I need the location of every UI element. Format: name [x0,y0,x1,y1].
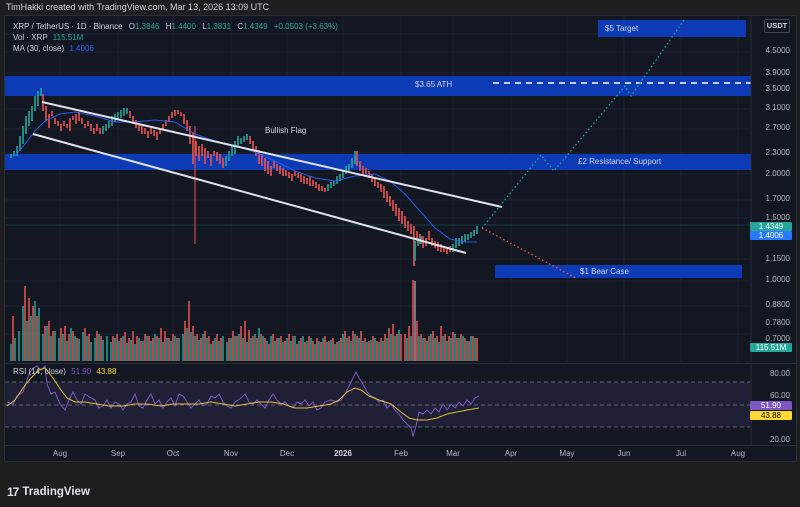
rsi-ma-value: 43.88 [96,367,117,376]
volume-row: Vol · XRP 115.51M [13,32,338,43]
rsi-legend: RSI (14, close) 51.90 43.88 [13,367,116,376]
price-tick: 1.0000 [765,275,790,284]
target-label[interactable]: $5 Target [605,24,639,33]
time-tick: Oct [166,449,180,458]
chart-frame[interactable]: XRP / TetherUS · 1D · Binance O1.3846 H1… [4,15,797,462]
price-grid [5,16,750,362]
resistance-zone [5,154,751,170]
time-tick: Sep [110,449,126,458]
time-tick: Mar [446,449,460,458]
price-pane[interactable]: XRP / TetherUS · 1D · Binance O1.3846 H1… [5,16,797,362]
rsi-pane[interactable]: RSI (14, close) 51.90 43.88 80.00 60.00 … [5,363,797,446]
price-tick: 3.5000 [765,84,790,93]
price-tick: 0.7800 [765,318,790,327]
volume-bars [10,280,478,361]
open-value: 1.3846 [135,22,160,31]
close-value: 1.4349 [243,22,268,31]
channel-upper-line [41,101,503,208]
ath-zone [5,76,751,96]
price-tick: 2.0000 [765,169,790,178]
rsi-chart-canvas[interactable] [5,364,797,446]
time-tick: May [559,449,575,458]
price-tick: 2.3000 [765,148,790,157]
rsi-tick: 80.00 [769,369,790,378]
brand-name: TradingView [22,486,90,498]
bear-case-label[interactable]: $1 Bear Case [580,267,629,276]
ma-row: MA (30, close) 1.4006 [13,43,338,54]
high-value: 1.4400 [171,22,196,31]
rsi-band-fill [5,382,750,427]
rsi-ma-tag: 43.88 [750,411,792,420]
target-zone [598,20,746,37]
tradingview-logo-icon: 17 [7,485,19,499]
low-value: 1.3831 [206,22,232,31]
rsi-tag: 51.90 [750,401,792,410]
price-tick: 1.1500 [765,254,790,263]
rsi-value: 51.90 [71,367,92,376]
resistance-label[interactable]: £2 Resistance/ Support [578,157,662,166]
chart-legend: XRP / TetherUS · 1D · Binance O1.3846 H1… [13,21,338,54]
price-tick: 0.7000 [765,334,790,343]
volume-value: 115.51M [52,33,84,42]
change-value: +0.0503 (+3.63%) [273,22,338,31]
bullish-flag-label[interactable]: Bullish Flag [265,126,307,135]
time-tick: Nov [223,449,239,458]
time-tick: Aug [730,449,746,458]
symbol-label[interactable]: XRP / TetherUS · 1D · Binance [13,22,123,31]
ma-label[interactable]: MA (30, close) [13,44,65,53]
time-tick: Apr [504,449,518,458]
price-tick: 4.5000 [765,46,790,55]
currency-button[interactable]: USDT [764,19,790,33]
rsi-ma-line [6,367,480,421]
time-tick: Dec [279,449,295,458]
price-tick: 1.7000 [765,194,790,203]
ohlc-row: XRP / TetherUS · 1D · Binance O1.3846 H1… [13,22,338,31]
time-tick: Feb [394,449,408,458]
price-tick: 0.8800 [765,300,790,309]
time-axis[interactable]: Aug Sep Oct Nov Dec 2026 Feb Mar Apr May… [5,445,796,461]
price-tick: 3.9000 [765,68,790,77]
ma-value: 1.4006 [69,44,94,53]
time-tick: Jun [617,449,631,458]
rsi-tick: 20.00 [769,435,790,444]
time-tick-year: 2026 [334,449,352,458]
time-tick: Jul [675,449,687,458]
price-tick: 3.1000 [765,103,790,112]
chart-credit: TimHakki created with TradingView.com, M… [6,2,270,12]
volume-label[interactable]: Vol · XRP [13,33,48,42]
bear-projection [481,227,577,279]
tradingview-logo[interactable]: 17 TradingView [7,485,90,499]
ma-price-tag: 1.4006 [750,231,792,240]
channel-lower-line [32,133,467,254]
price-tick: 1.5000 [765,213,790,222]
time-tick: Aug [52,449,68,458]
ath-label[interactable]: $3.65 ATH [415,80,453,89]
top-bar: TimHakki created with TradingView.com, M… [0,0,800,15]
rsi-label[interactable]: RSI (14, close) [13,367,66,376]
bull-projection [481,19,685,229]
price-chart-canvas[interactable] [5,16,797,362]
volume-tag: 115.51M [750,343,792,352]
last-price-tag: 1.4349 [750,222,792,231]
price-tick: 2.7000 [765,123,790,132]
candlesticks [10,88,478,266]
rsi-line [6,364,480,438]
rsi-tick: 60.00 [769,391,790,400]
